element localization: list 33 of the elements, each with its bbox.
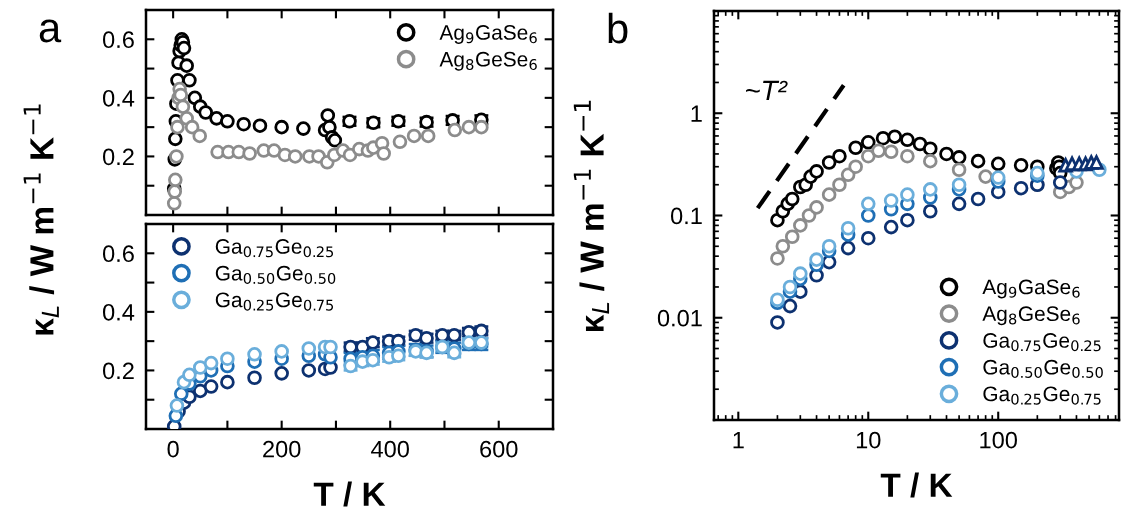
x-tick-label: 0 — [167, 440, 179, 458]
y-tick-label: 0.4 — [102, 89, 135, 107]
legend-label: Ga$_{0.50}$Ge$_{0.50}$ — [983, 359, 1103, 378]
legend-label: Ag$_{8}$GeSe$_{6}$ — [439, 51, 537, 71]
legend-label: Ga$_{0.25}$Ge$_{0.75}$ — [215, 292, 334, 311]
legend-label: Ga$_{0.75}$Ge$_{0.25}$ — [983, 333, 1101, 352]
chart-title: a — [39, 19, 62, 43]
y-tick-label: 0.4 — [102, 303, 135, 321]
x-tick-label: 400 — [371, 440, 409, 458]
x-axis-title: T / K — [313, 481, 386, 507]
y-tick-label: 0.1 — [670, 207, 702, 225]
y-tick-label: 0.6 — [102, 245, 134, 263]
y-tick-label: 0.6 — [102, 31, 134, 49]
legend-label: Ga$_{0.50}$Ge$_{0.50}$ — [215, 265, 336, 284]
y-axis-title: κ$_{L}$ / W m$^{−1}$ K$^{−1}$ — [23, 104, 59, 335]
legend-label: Ag$_{9}$GaSe$_{6}$ — [439, 25, 537, 44]
x-tick-label: 200 — [263, 440, 301, 458]
y-tick-label: 0.2 — [102, 362, 134, 380]
y-axis-title: κ$_{L}$ / W m$^{−1}$ K$^{−1}$ — [573, 100, 610, 332]
y-tick-label: 1 — [691, 105, 702, 122]
y-tick-label: 0.2 — [102, 148, 134, 166]
x-tick-label: 600 — [480, 440, 518, 458]
x-tick-label: 100 — [980, 431, 1017, 449]
y-tick-label: 0.01 — [657, 309, 702, 327]
legend-label: Ga$_{0.75}$Ge$_{0.25}$ — [215, 239, 334, 258]
legend-label: Ga$_{0.25}$Ge$_{0.75}$ — [983, 386, 1101, 405]
x-tick-label: 1 — [733, 431, 744, 449]
x-axis-title: T / K — [880, 472, 953, 498]
x-tick-label: 10 — [856, 431, 881, 449]
legend-label: Ag$_{8}$GeSe$_{6}$ — [982, 306, 1080, 326]
chart-title: b — [608, 12, 628, 44]
legend-label: Ag$_{9}$GaSe$_{6}$ — [982, 279, 1080, 299]
annotation: ~T² — [746, 80, 788, 100]
